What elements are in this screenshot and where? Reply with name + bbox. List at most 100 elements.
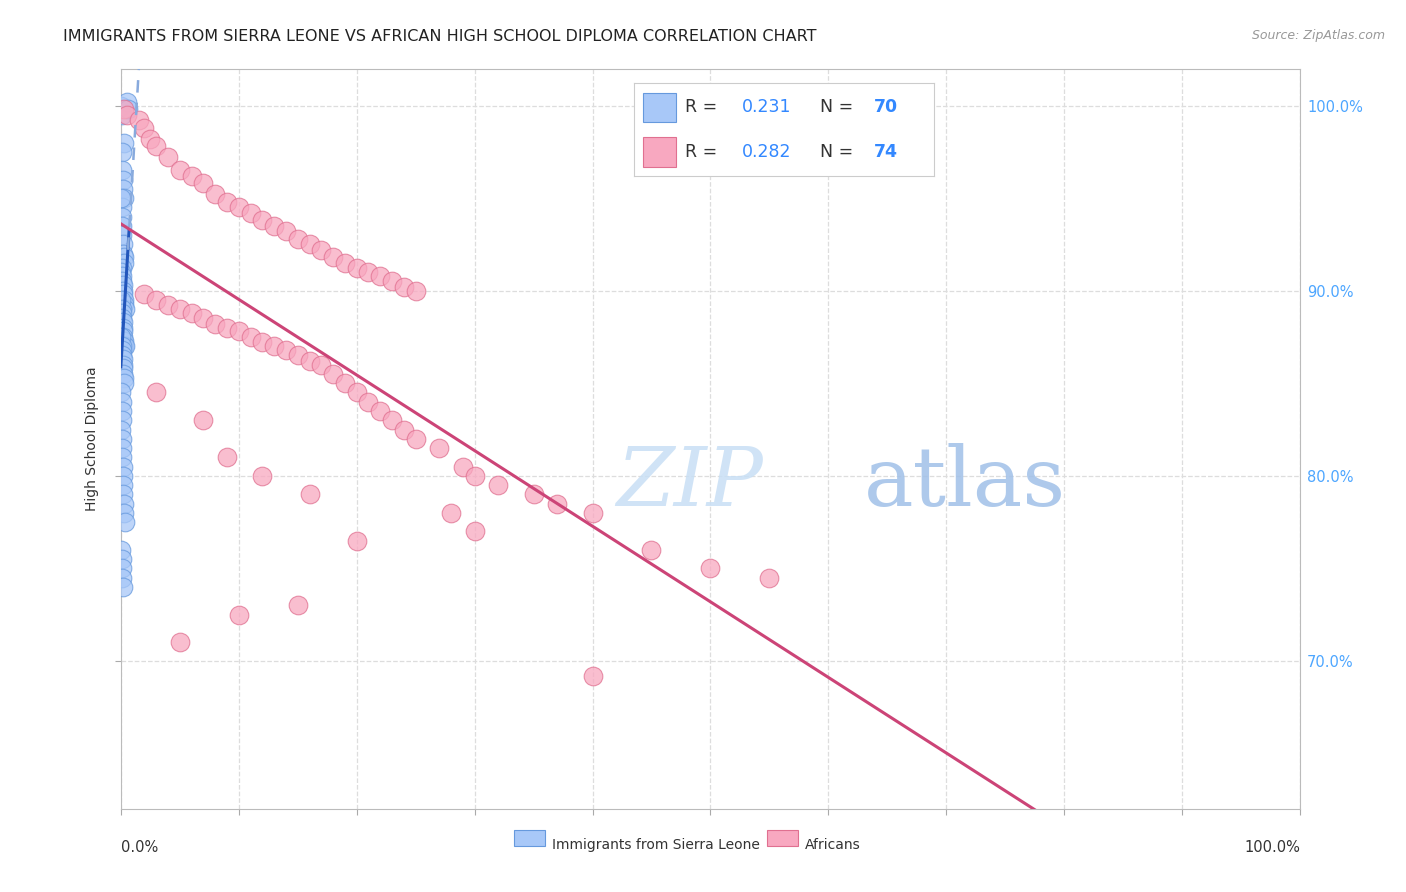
- Point: [112, 251, 135, 265]
- Point: [239, 330, 262, 344]
- Point: [546, 497, 568, 511]
- Point: [111, 404, 134, 418]
- Point: [111, 145, 134, 159]
- Point: [134, 287, 156, 301]
- Point: [145, 385, 167, 400]
- Point: [117, 102, 139, 116]
- Point: [128, 113, 150, 128]
- Point: [368, 404, 391, 418]
- Point: [111, 358, 134, 372]
- Point: [357, 265, 380, 279]
- Point: [112, 361, 135, 376]
- Point: [758, 571, 780, 585]
- Point: [169, 635, 191, 649]
- Point: [111, 552, 134, 566]
- Point: [322, 251, 344, 265]
- Point: [252, 335, 274, 350]
- Point: [581, 506, 603, 520]
- Point: [239, 206, 262, 220]
- Point: [405, 284, 427, 298]
- Text: Immigrants from Sierra Leone: Immigrants from Sierra Leone: [551, 838, 759, 853]
- Point: [699, 561, 721, 575]
- Point: [112, 478, 135, 492]
- Point: [111, 200, 134, 214]
- Point: [427, 441, 450, 455]
- Point: [111, 343, 134, 357]
- Point: [381, 413, 404, 427]
- Point: [111, 348, 134, 362]
- Point: [381, 274, 404, 288]
- Point: [112, 339, 135, 353]
- Point: [440, 506, 463, 520]
- Point: [111, 571, 134, 585]
- Point: [112, 256, 135, 270]
- Point: [139, 132, 162, 146]
- Point: [215, 194, 238, 209]
- Point: [169, 302, 191, 317]
- Point: [112, 367, 135, 381]
- Point: [228, 607, 250, 622]
- Point: [263, 339, 285, 353]
- Point: [486, 478, 509, 492]
- Point: [357, 394, 380, 409]
- Point: [110, 191, 132, 205]
- Point: [204, 317, 226, 331]
- Point: [287, 348, 309, 362]
- Point: [112, 296, 135, 310]
- Point: [112, 370, 135, 384]
- Point: [464, 468, 486, 483]
- Point: [298, 354, 321, 368]
- Text: ZIP: ZIP: [616, 443, 763, 524]
- Text: IMMIGRANTS FROM SIERRA LEONE VS AFRICAN HIGH SCHOOL DIPLOMA CORRELATION CHART: IMMIGRANTS FROM SIERRA LEONE VS AFRICAN …: [63, 29, 817, 45]
- Point: [110, 293, 132, 307]
- Point: [111, 210, 134, 224]
- Point: [263, 219, 285, 233]
- Point: [111, 268, 134, 283]
- Point: [111, 261, 134, 276]
- Point: [112, 136, 135, 150]
- Point: [156, 150, 179, 164]
- Point: [522, 487, 544, 501]
- Point: [112, 246, 135, 260]
- Point: [110, 98, 132, 112]
- Point: [215, 450, 238, 465]
- Point: [111, 352, 134, 367]
- Point: [114, 302, 136, 317]
- Point: [111, 394, 134, 409]
- Point: [111, 108, 134, 122]
- Point: [180, 169, 202, 183]
- Point: [311, 358, 333, 372]
- Point: [111, 561, 134, 575]
- Point: [112, 191, 135, 205]
- Point: [145, 293, 167, 307]
- Point: [298, 237, 321, 252]
- Point: [145, 139, 167, 153]
- Point: [193, 413, 215, 427]
- Point: [110, 385, 132, 400]
- Point: [346, 385, 368, 400]
- Point: [193, 311, 215, 326]
- Point: [464, 524, 486, 539]
- Point: [405, 432, 427, 446]
- Point: [111, 432, 134, 446]
- Point: [333, 256, 356, 270]
- Point: [311, 243, 333, 257]
- Point: [111, 219, 134, 233]
- Point: [110, 423, 132, 437]
- Point: [298, 487, 321, 501]
- Point: [111, 450, 134, 465]
- Point: [252, 468, 274, 483]
- Point: [228, 200, 250, 214]
- Point: [111, 274, 134, 288]
- Point: [112, 287, 135, 301]
- Point: [640, 542, 662, 557]
- Point: [111, 278, 134, 293]
- Point: [111, 237, 134, 252]
- Point: [112, 334, 135, 348]
- Point: [115, 95, 138, 109]
- Point: [287, 599, 309, 613]
- Point: [112, 376, 135, 391]
- Point: [180, 306, 202, 320]
- Text: 0.0%: 0.0%: [121, 840, 157, 855]
- Point: [112, 497, 135, 511]
